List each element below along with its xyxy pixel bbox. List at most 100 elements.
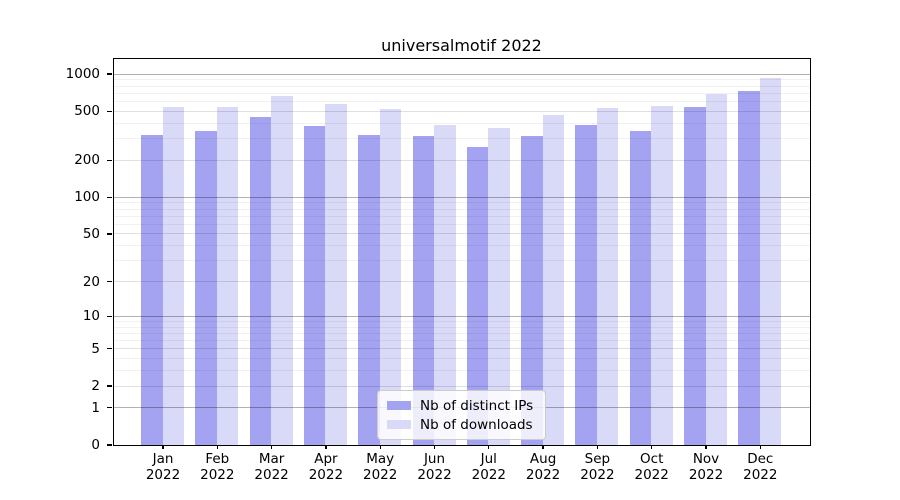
- bar-downloads-oct-2022: [651, 106, 673, 445]
- x-tick-label: Jul 2022: [471, 451, 506, 483]
- y-tick-label: 200: [74, 152, 100, 169]
- bar-downloads-jul-2022: [488, 127, 510, 445]
- y-tick-label: 5: [91, 340, 100, 357]
- y-tick-mark: [107, 385, 112, 387]
- gridline-minor: [113, 223, 810, 225]
- gridline: [113, 281, 810, 283]
- x-tick-mark: [596, 444, 599, 449]
- bar-downloads-jun-2022: [434, 124, 456, 445]
- bar-distinct-ips-feb-2022: [195, 130, 217, 445]
- gridline-decade: [113, 315, 810, 317]
- legend-swatch-downloads: [387, 419, 411, 430]
- bar-distinct-ips-sep-2022: [575, 125, 597, 445]
- bar-distinct-ips-mar-2022: [249, 117, 272, 445]
- bar-distinct-ips-jan-2022: [141, 134, 163, 445]
- gridline-minor: [113, 92, 810, 94]
- x-tick-label: Dec 2022: [743, 451, 778, 483]
- x-tick-label: Aug 2022: [525, 451, 561, 483]
- x-tick-mark: [433, 444, 436, 449]
- gridline-minor: [113, 208, 810, 210]
- bar-distinct-ips-dec-2022: [738, 91, 760, 445]
- bar-distinct-ips-oct-2022: [629, 130, 652, 445]
- x-tick-mark: [705, 444, 707, 449]
- legend-swatch-distinct-ips: [387, 400, 411, 411]
- gridline: [113, 233, 810, 235]
- legend: Nb of distinct IPs Nb of downloads: [377, 390, 547, 440]
- y-tick-label: 0: [91, 437, 100, 453]
- gridline-minor: [113, 320, 810, 322]
- bar-downloads-feb-2022: [216, 106, 239, 445]
- gridline-minor: [113, 358, 810, 360]
- x-tick-mark: [216, 444, 218, 449]
- x-tick-label: Apr 2022: [308, 451, 344, 483]
- x-tick-label: May 2022: [363, 451, 398, 483]
- gridline-minor: [113, 326, 810, 328]
- bar-distinct-ips-may-2022: [358, 134, 380, 445]
- bar-downloads-may-2022: [379, 108, 402, 445]
- x-tick-label: Oct 2022: [634, 451, 669, 483]
- y-tick-label: 50: [82, 225, 100, 242]
- bar-downloads-jan-2022: [162, 107, 184, 445]
- bar-distinct-ips-nov-2022: [684, 107, 706, 445]
- gridline-minor: [113, 245, 810, 247]
- x-tick-mark: [488, 444, 490, 449]
- bar-distinct-ips-apr-2022: [303, 126, 326, 445]
- bar-downloads-dec-2022: [759, 78, 782, 445]
- x-tick-mark: [542, 444, 544, 449]
- x-tick-mark: [379, 444, 381, 449]
- x-tick-mark: [270, 444, 273, 449]
- gridline-minor: [113, 101, 810, 103]
- bar-downloads-apr-2022: [325, 103, 347, 445]
- y-tick-label: 1000: [65, 66, 100, 83]
- gridline: [113, 159, 810, 161]
- legend-label-downloads: Nb of downloads: [420, 416, 533, 433]
- y-tick-label: 20: [82, 273, 100, 290]
- legend-label-distinct-ips: Nb of distinct IPs: [420, 397, 534, 414]
- chart-title: universalmotif 2022: [381, 36, 542, 55]
- y-tick-mark: [107, 196, 112, 198]
- x-tick-label: Jun 2022: [417, 451, 452, 483]
- x-tick-label: Jan 2022: [145, 451, 181, 483]
- gridline-minor: [113, 138, 810, 140]
- gridline-minor: [113, 79, 810, 81]
- gridline-minor: [113, 340, 810, 342]
- x-tick-label: Sep 2022: [580, 451, 615, 483]
- gridline-minor: [113, 332, 810, 334]
- gridline-minor: [113, 260, 810, 262]
- y-tick-mark: [107, 110, 112, 112]
- bar-downloads-aug-2022: [542, 114, 565, 445]
- y-tick-mark: [107, 407, 112, 409]
- bar-distinct-ips-jul-2022: [466, 146, 489, 445]
- gridline-decade: [113, 196, 810, 198]
- gridline: [113, 110, 810, 112]
- y-tick-mark: [107, 159, 112, 161]
- y-tick-mark: [107, 348, 112, 350]
- bar-downloads-mar-2022: [271, 96, 293, 445]
- gridline-decade: [113, 73, 810, 75]
- x-tick-mark: [759, 444, 761, 449]
- gridline-minor: [113, 370, 810, 372]
- y-tick-mark: [107, 73, 112, 75]
- y-tick-mark: [107, 280, 112, 283]
- gridline: [113, 385, 810, 387]
- x-tick-label: Nov 2022: [688, 451, 724, 483]
- y-tick-label: 1: [91, 399, 100, 416]
- x-tick-mark: [325, 444, 327, 449]
- x-tick-label: Feb 2022: [200, 451, 235, 483]
- gridline-minor: [113, 85, 810, 87]
- gridline-minor: [113, 215, 810, 217]
- bar-distinct-ips-jun-2022: [412, 135, 434, 445]
- y-tick-mark: [107, 444, 112, 446]
- gridline-minor: [113, 202, 810, 204]
- x-tick-label: Mar 2022: [254, 451, 289, 483]
- y-tick-label: 500: [74, 103, 100, 120]
- gridline-minor: [113, 122, 810, 124]
- legend-item-distinct-ips: Nb of distinct IPs: [387, 397, 534, 414]
- legend-item-downloads: Nb of downloads: [387, 416, 533, 433]
- bar-distinct-ips-aug-2022: [521, 135, 543, 445]
- x-tick-mark: [651, 444, 653, 449]
- y-tick-label: 2: [91, 378, 100, 395]
- y-tick-label: 100: [74, 189, 100, 206]
- gridline: [113, 348, 810, 350]
- bar-downloads-sep-2022: [596, 107, 619, 445]
